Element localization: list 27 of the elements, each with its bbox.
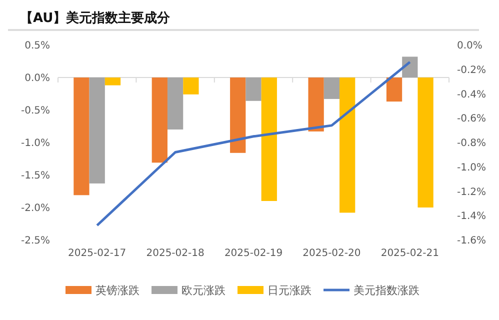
x-tick-label: 2025-02-17 (68, 248, 126, 259)
x-tick-label: 2025-02-18 (146, 248, 204, 259)
x-tick-label: 2025-02-21 (380, 248, 439, 259)
y2-tick-label: 0.0% (457, 40, 482, 52)
y-tick-label: 0.5% (24, 40, 50, 52)
legend-label: 欧元涨跌 (182, 284, 226, 297)
y-tick-label: 0.0% (24, 73, 50, 84)
x-tick-label: 2025-02-20 (302, 248, 361, 259)
line-series (96, 60, 412, 227)
y-tick-label: -0.5% (20, 106, 50, 116)
y2-tick-label: -1.2% (457, 186, 486, 198)
y2-tick-label: -1.6% (457, 236, 486, 246)
y-tick-label: -2.5% (20, 236, 50, 246)
legend-label: 英镑涨跌 (96, 284, 140, 297)
x-tick-label: 2025-02-19 (224, 248, 283, 259)
y2-tick-label: -0.6% (457, 114, 486, 125)
chart-title: 【AU】美元指数主要成分 (20, 10, 172, 26)
y-tick-label: -1.5% (20, 170, 50, 182)
y2-tick-label: -0.2% (457, 64, 486, 76)
legend-label: 日元涨跌 (268, 284, 312, 297)
y-tick-label: -1.0% (20, 138, 50, 149)
y2-tick-label: -1.4% (457, 211, 486, 222)
y2-tick-label: -0.4% (457, 89, 486, 100)
y2-tick-label: -1.0% (457, 162, 486, 174)
legend-label: 美元指数涨跌 (354, 284, 420, 297)
y2-tick-label: -0.8% (457, 138, 486, 149)
y-tick-label: -2.0% (20, 203, 50, 214)
